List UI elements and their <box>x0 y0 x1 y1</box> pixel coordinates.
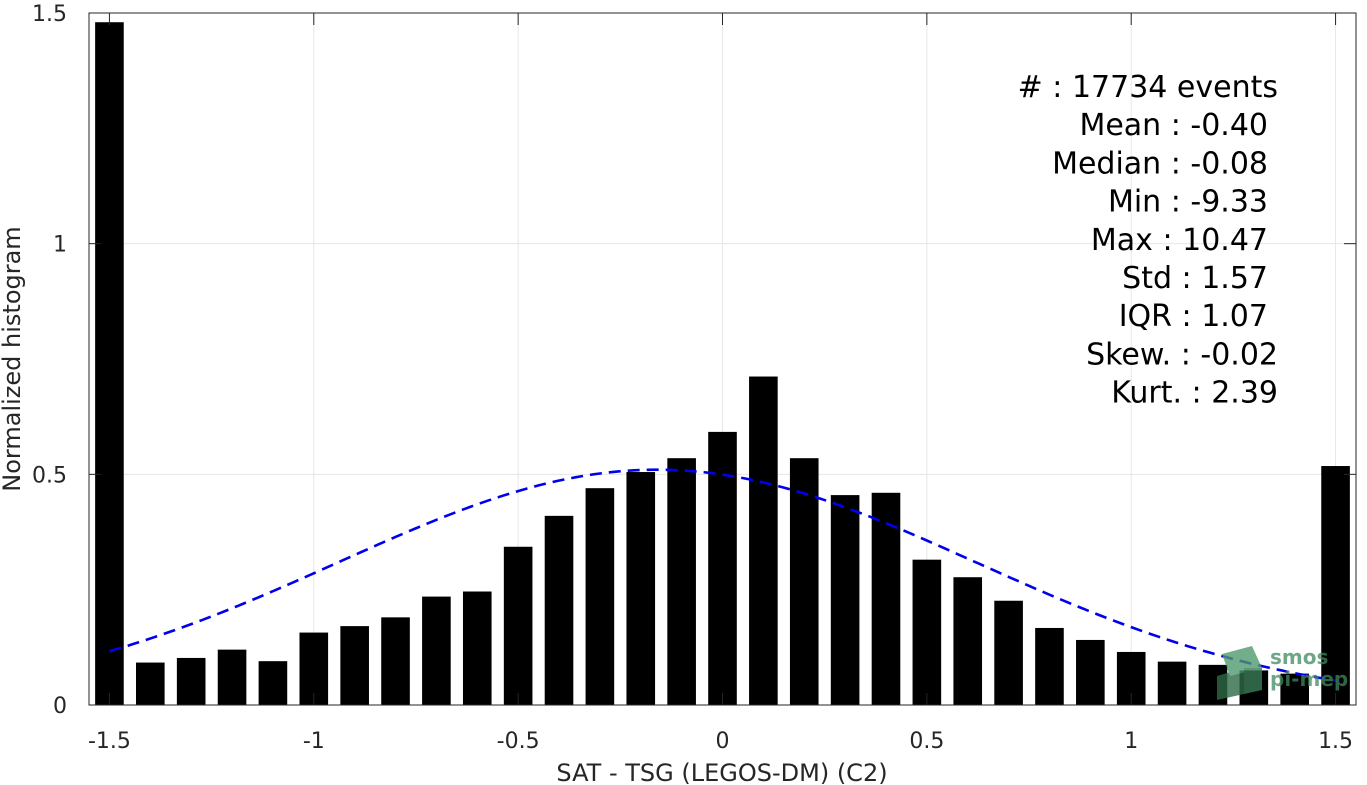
histogram-bar <box>667 458 696 705</box>
x-tick-labels: -1.5 -1 -0.5 0 0.5 1 1.5 <box>88 729 1353 754</box>
histogram-bar <box>789 458 819 705</box>
x-tick-label: 0.5 <box>909 729 944 754</box>
stat-line: Std : 1.57 <box>1122 261 1268 296</box>
stat-line: Max : 10.47 <box>1091 223 1268 258</box>
histogram-bar <box>871 492 901 705</box>
stat-line: # : 17734 events <box>1018 70 1278 105</box>
x-tick-label: 1 <box>1124 729 1138 754</box>
y-tick-labels: 0 0.5 1 1.5 <box>32 2 67 719</box>
histogram-bar <box>1076 639 1105 705</box>
gaussian-fit-curve <box>109 468 1336 682</box>
histogram-bars <box>95 22 1350 705</box>
stat-line: Median : -0.08 <box>1052 146 1268 181</box>
stat-line: Skew. : -0.02 <box>1086 337 1278 372</box>
histogram-bar <box>258 661 288 705</box>
histogram-bar <box>830 495 860 705</box>
x-tick-label: -1.5 <box>88 729 131 754</box>
histogram-bar <box>994 600 1023 705</box>
stat-line: Kurt. : 2.39 <box>1111 376 1278 411</box>
histogram-bar <box>1321 466 1350 705</box>
histogram-bar <box>1035 627 1064 705</box>
histogram-bar <box>217 649 247 705</box>
stat-line: Min : -9.33 <box>1108 185 1268 220</box>
x-tick-label: 1.5 <box>1318 729 1353 754</box>
logo-mark-icon <box>1217 646 1262 700</box>
logo-text-pimep: pi-mep <box>1270 667 1348 691</box>
stat-line: IQR : 1.07 <box>1119 299 1268 334</box>
histogram-bar <box>136 662 165 705</box>
histogram-bar <box>95 22 124 705</box>
x-tick-label: -0.5 <box>497 729 540 754</box>
y-tick-label: 1.5 <box>32 2 67 27</box>
histogram-bar <box>176 657 206 705</box>
histogram-bar <box>299 632 329 705</box>
stat-line: Mean : -0.40 <box>1079 108 1268 143</box>
histogram-bar <box>953 577 983 705</box>
histogram-bar <box>626 472 656 705</box>
x-axis-label: SAT - TSG (LEGOS-DM) (C2) <box>556 759 887 785</box>
x-tick-label: 0 <box>716 729 730 754</box>
histogram-bar <box>381 617 410 705</box>
y-tick-label: 0.5 <box>32 463 67 488</box>
logo-text-smos: smos <box>1270 645 1328 669</box>
histogram-bar <box>503 546 533 705</box>
y-tick-label: 1 <box>53 233 67 258</box>
smos-pimep-logo: smos pi-mep <box>1217 645 1348 700</box>
x-tick-label: -1 <box>303 729 325 754</box>
y-axis-label: Normalized histogram <box>0 226 26 491</box>
histogram-bar <box>422 596 451 705</box>
histogram-bar <box>585 488 615 705</box>
histogram-bar <box>1157 661 1187 705</box>
histogram-bar <box>749 376 778 705</box>
axis-ticks <box>89 12 1356 706</box>
histogram-bar <box>544 515 574 705</box>
histogram-bar <box>462 591 492 705</box>
histogram-bar <box>340 626 369 705</box>
histogram-bar <box>912 559 942 705</box>
histogram-bar <box>1280 673 1309 705</box>
y-tick-label: 0 <box>53 694 67 719</box>
